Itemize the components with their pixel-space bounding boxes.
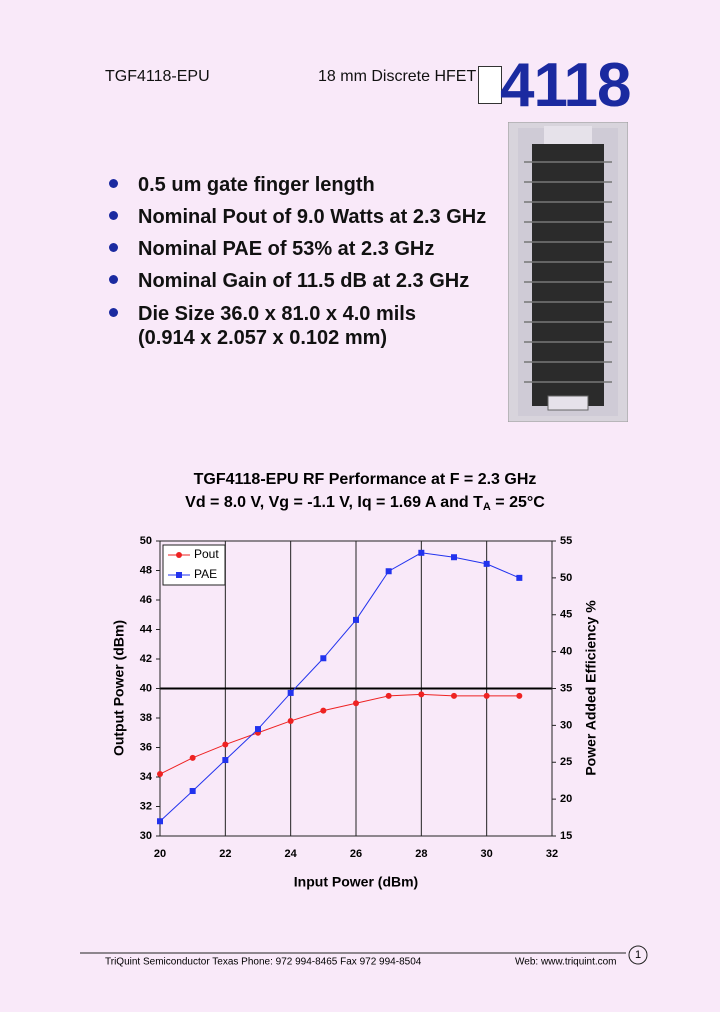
y-tick-label: 40	[140, 682, 152, 694]
x-axis-label: Input Power (dBm)	[294, 874, 418, 890]
data-point	[418, 691, 425, 698]
y-tick-label: 48	[140, 564, 152, 576]
x-tick-label: 22	[219, 848, 231, 860]
chart-title: TGF4118-EPU RF Performance at F = 2.3 GH…	[194, 471, 537, 488]
bullet-dot	[109, 308, 118, 317]
data-point	[385, 692, 392, 699]
x-tick-label: 24	[285, 848, 298, 860]
footer-contact: TriQuint Semiconductor Texas Phone: 972 …	[105, 957, 422, 968]
bullet-text: Nominal PAE of 53% at 2.3 GHz	[138, 238, 435, 260]
bullet-text: Nominal Pout of 9.0 Watts at 2.3 GHz	[138, 206, 487, 228]
y2-tick-label: 40	[560, 646, 572, 658]
data-point	[157, 771, 163, 778]
legend-box	[162, 544, 226, 586]
legend-label: Pout	[194, 547, 219, 561]
y2-tick-label: 20	[560, 793, 572, 805]
subtitle-sub: A	[483, 501, 491, 513]
data-point	[418, 549, 425, 556]
data-point	[516, 692, 523, 699]
legend-marker	[176, 572, 182, 578]
y-tick-label: 34	[140, 771, 153, 783]
y2-tick-label: 35	[560, 682, 572, 694]
data-point	[255, 726, 261, 733]
y-tick-label: 32	[140, 800, 152, 812]
series-line	[159, 693, 520, 775]
x-tick-label: 28	[415, 848, 427, 860]
y-tick-label: 50	[140, 535, 152, 547]
data-point	[451, 692, 457, 699]
bullet-dot	[109, 243, 118, 252]
die-photo	[508, 122, 628, 422]
data-point	[189, 788, 196, 795]
y-tick-label: 46	[140, 594, 152, 606]
footer: 1 TriQuint Semiconductor Texas Phone: 97…	[80, 945, 648, 968]
subtitle-part: = 25°C	[491, 494, 545, 511]
data-point	[222, 741, 229, 748]
data-point	[516, 574, 523, 581]
bullet-dot	[109, 275, 118, 284]
data-point	[287, 689, 294, 696]
data-point	[385, 568, 392, 575]
bullet-dot	[109, 179, 118, 188]
y-tick-label: 38	[140, 712, 152, 724]
model-number: 4118	[500, 51, 632, 120]
y2-tick-label: 25	[560, 756, 572, 768]
data-point	[157, 818, 163, 825]
bullet-dot	[109, 211, 118, 220]
data-point	[353, 700, 359, 707]
data-point	[451, 554, 457, 561]
bullet-text: Die Size 36.0 x 81.0 x 4.0 mils	[138, 303, 416, 325]
data-point	[353, 616, 359, 623]
x-tick-label: 32	[546, 848, 558, 860]
y-tick-label: 36	[140, 741, 152, 753]
bullet-text: (0.914 x 2.057 x 0.102 mm)	[138, 327, 388, 349]
data-point	[320, 707, 327, 714]
series-line	[159, 552, 520, 822]
y2-tick-label: 55	[560, 535, 572, 547]
y2-tick-label: 15	[560, 830, 572, 842]
data-point	[320, 655, 327, 662]
page-number: 1	[635, 949, 641, 961]
data-point	[483, 692, 490, 699]
chart-subtitle: Vd = 8.0 V, Vg = -1.1 V, Iq = 1.69 A and…	[185, 494, 545, 513]
legend-marker	[176, 552, 182, 558]
y2-tick-label: 30	[560, 719, 572, 731]
y-tick-label: 42	[140, 653, 152, 665]
legend-label: PAE	[194, 567, 217, 581]
footer-web: Web: www.triquint.com	[515, 957, 617, 968]
x-tick-label: 26	[350, 848, 362, 860]
data-point	[189, 754, 196, 761]
chart: TGF4118-EPU RF Performance at F = 2.3 GH…	[111, 471, 599, 890]
y-axis-label: Output Power (dBm)	[111, 620, 127, 756]
data-point	[287, 717, 294, 724]
y2-tick-label: 50	[560, 572, 572, 584]
x-tick-label: 30	[481, 848, 493, 860]
y-tick-label: 44	[140, 623, 153, 635]
data-point	[483, 560, 490, 567]
data-point	[222, 757, 229, 764]
bullet-text: 0.5 um gate finger length	[138, 174, 375, 196]
description: 18 mm Discrete HFET	[318, 68, 477, 85]
x-tick-label: 20	[154, 848, 166, 860]
y2-tick-label: 45	[560, 609, 572, 621]
part-number: TGF4118-EPU	[105, 68, 210, 85]
box	[478, 66, 502, 104]
subtitle-part: Vd = 8.0 V, Vg = -1.1 V, Iq = 1.69 A and…	[185, 494, 483, 511]
y-tick-label: 30	[140, 830, 152, 842]
bullet-text: Nominal Gain of 11.5 dB at 2.3 GHz	[138, 270, 470, 292]
plot-frame	[159, 540, 553, 837]
y2-axis-label: Power Added Efficiency %	[583, 600, 599, 776]
